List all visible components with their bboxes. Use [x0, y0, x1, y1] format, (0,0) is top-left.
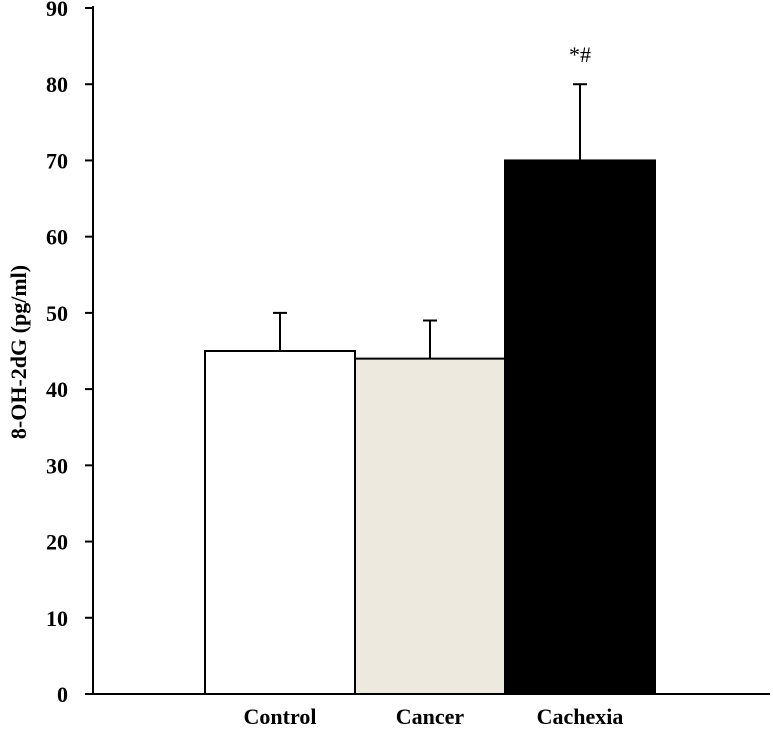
y-tick-label: 70 [46, 148, 68, 173]
y-tick-label: 0 [57, 682, 68, 707]
y-axis-title: 8-OH-2dG (pg/ml) [6, 265, 31, 439]
y-tick-label: 60 [46, 225, 68, 250]
y-tick-label: 40 [46, 377, 68, 402]
y-tick-label: 30 [46, 453, 68, 478]
y-tick-label: 50 [46, 301, 68, 326]
bar-control [204, 350, 356, 695]
significance-annotation: *# [569, 42, 591, 67]
y-tick-label: 20 [46, 530, 68, 555]
x-tick-label: Cachexia [537, 704, 624, 729]
y-tick-label: 80 [46, 72, 68, 97]
bar-cachexia [504, 159, 656, 695]
x-tick-label: Control [244, 704, 317, 729]
bar-cancer [354, 357, 506, 695]
x-tick-label: Cancer [396, 704, 465, 729]
plot-area: 0 10 20 30 40 50 60 70 80 90 Control Cancer Cachexia… [46, 0, 770, 729]
y-tick-label: 10 [46, 606, 68, 631]
y-tick-label: 90 [46, 0, 68, 21]
